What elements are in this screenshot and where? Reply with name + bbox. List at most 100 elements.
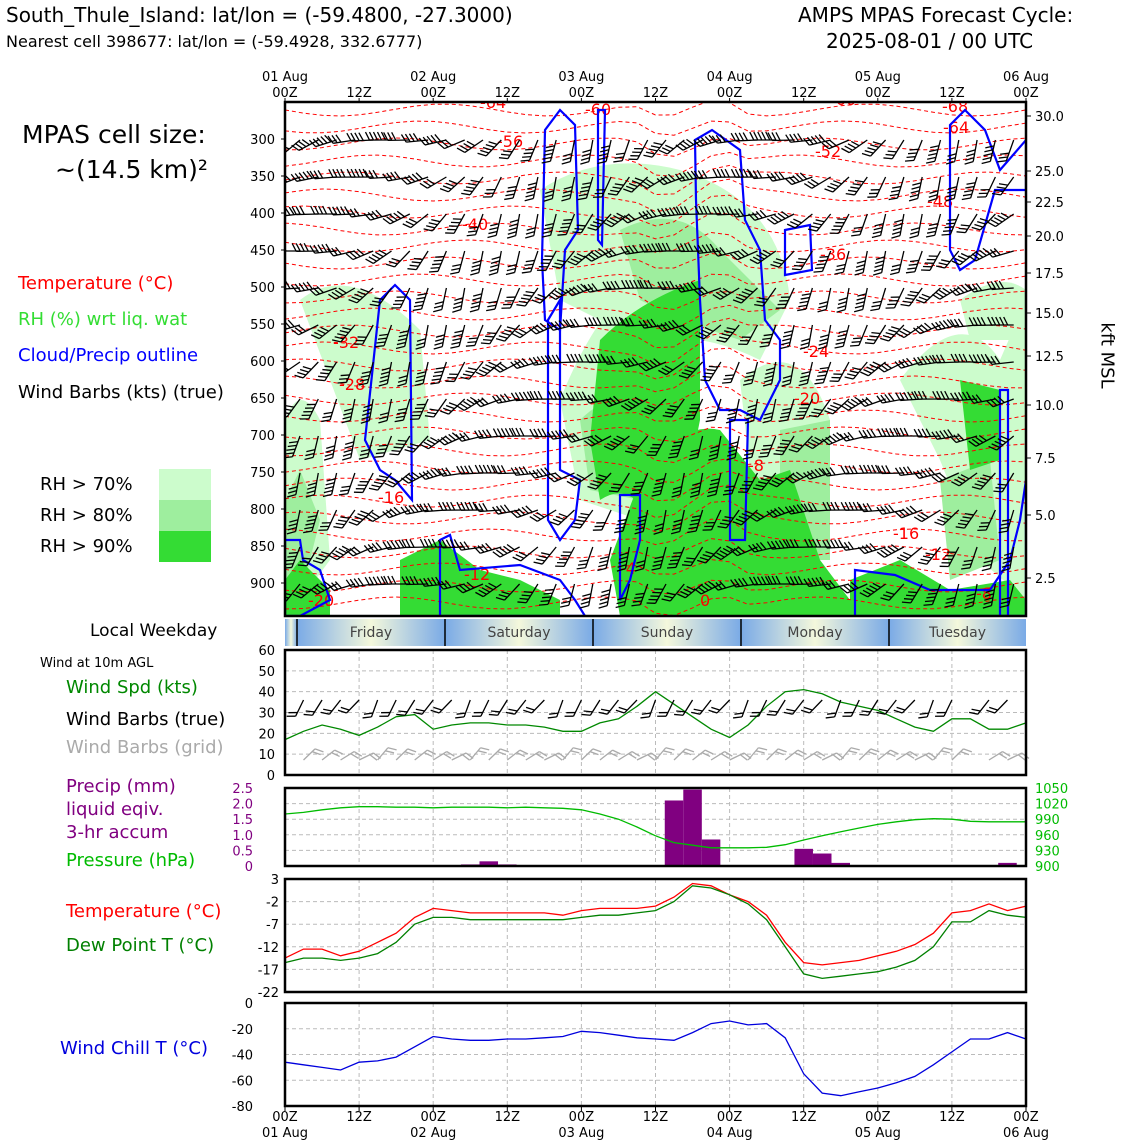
barb-feather [693, 708, 703, 712]
barb-feather [679, 243, 686, 252]
wind-barb [993, 472, 1015, 493]
wind-barb [707, 472, 722, 498]
barb-feather [660, 323, 668, 331]
barb-feather [883, 362, 892, 369]
barb-feather [328, 206, 334, 216]
barb-feather [285, 404, 295, 408]
barb-feather [766, 713, 776, 716]
barb-feather [994, 217, 1003, 223]
barb-feather [737, 250, 746, 258]
barb-feather [925, 552, 935, 556]
barb-feather [359, 378, 369, 382]
barb-feather [422, 471, 430, 479]
barb-feather [466, 140, 476, 147]
barb-feather [814, 135, 822, 143]
barb-feather [896, 556, 906, 562]
wind-barb [915, 287, 941, 304]
barb-feather [765, 371, 775, 375]
wind-barb [567, 250, 594, 266]
barb-feather [349, 208, 356, 217]
barb-feather [340, 206, 346, 215]
barb-feather [361, 416, 371, 420]
pressure-tick: 900 [250, 577, 275, 592]
kft-tick: 7.5 [1035, 452, 1056, 467]
top-time-tick: 12Z [939, 86, 965, 101]
barb-feather [778, 171, 785, 180]
barb-feather [578, 353, 584, 363]
barb-feather [796, 261, 806, 264]
barb-feather [814, 267, 825, 270]
wind-barb [310, 324, 338, 340]
wind-barb [353, 472, 374, 494]
barb-feather [614, 280, 620, 290]
barb-feather [380, 576, 387, 585]
barb-feather [749, 715, 759, 717]
barb-feather [600, 145, 610, 149]
barb-feather [783, 711, 793, 715]
barb-feather [384, 482, 394, 488]
barb-feather [573, 476, 582, 482]
barb-feather [800, 342, 810, 346]
precip-bar [998, 862, 1017, 866]
barb-feather [377, 448, 387, 451]
barb-feather [381, 711, 391, 714]
barb-feather [596, 522, 606, 524]
barb-feather [707, 493, 717, 498]
wind-spd-label: Wind Spd (kts) [66, 677, 198, 698]
barb-feather [939, 430, 946, 439]
barb-feather [951, 481, 960, 487]
barb-feather [857, 546, 866, 554]
barb-feather [781, 341, 791, 346]
barb-feather [377, 337, 387, 340]
barb-feather [722, 519, 732, 523]
barb-feather [535, 753, 544, 759]
barb-feather [818, 370, 828, 374]
wind-barb-true [430, 699, 453, 714]
pressure-tick: 300 [250, 133, 275, 148]
wind-barb [858, 503, 886, 513]
barb-feather [765, 131, 771, 141]
barb-feather [777, 446, 787, 449]
barb-feather [435, 338, 444, 342]
barb-feather [953, 287, 961, 295]
barb-feather [511, 332, 521, 339]
barb-feather [631, 604, 641, 607]
barb-feather [755, 542, 763, 551]
barb-feather [303, 713, 313, 716]
barb-shaft [895, 750, 911, 761]
barb-feather [687, 242, 694, 252]
barb-feather [994, 189, 1004, 193]
barb-feather [437, 438, 445, 446]
barb-feather [609, 217, 619, 223]
barb-feather [816, 263, 826, 266]
wind-barb-grid [840, 747, 860, 761]
barb-feather [495, 549, 504, 556]
barb-feather [404, 176, 412, 184]
wind-barb-true [674, 699, 694, 716]
barb-feather [886, 752, 896, 758]
barb-feather [851, 234, 861, 237]
cloud-outline [438, 533, 587, 616]
barb-feather [331, 752, 340, 758]
barb-feather [971, 708, 981, 712]
barb-feather [400, 477, 409, 484]
barb-feather [477, 545, 485, 553]
barb-feather [397, 379, 407, 383]
barb-feather [486, 464, 492, 474]
wind-barb [853, 287, 868, 313]
wind-barb [308, 285, 337, 296]
barb-feather [309, 170, 316, 180]
wind-barb [383, 132, 410, 142]
barb-feather [485, 143, 495, 148]
wind-barb [303, 509, 319, 534]
kft-tick: 30.0 [1035, 110, 1064, 125]
barb-feather [587, 253, 596, 260]
wind-barb-grid [766, 748, 787, 761]
barb-feather [470, 305, 480, 309]
barb-feather [413, 304, 423, 308]
barb-feather [675, 243, 682, 252]
barb-feather [497, 751, 507, 756]
pressure-tick: 450 [250, 244, 275, 259]
barb-feather [880, 337, 889, 342]
barb-feather [547, 475, 555, 483]
